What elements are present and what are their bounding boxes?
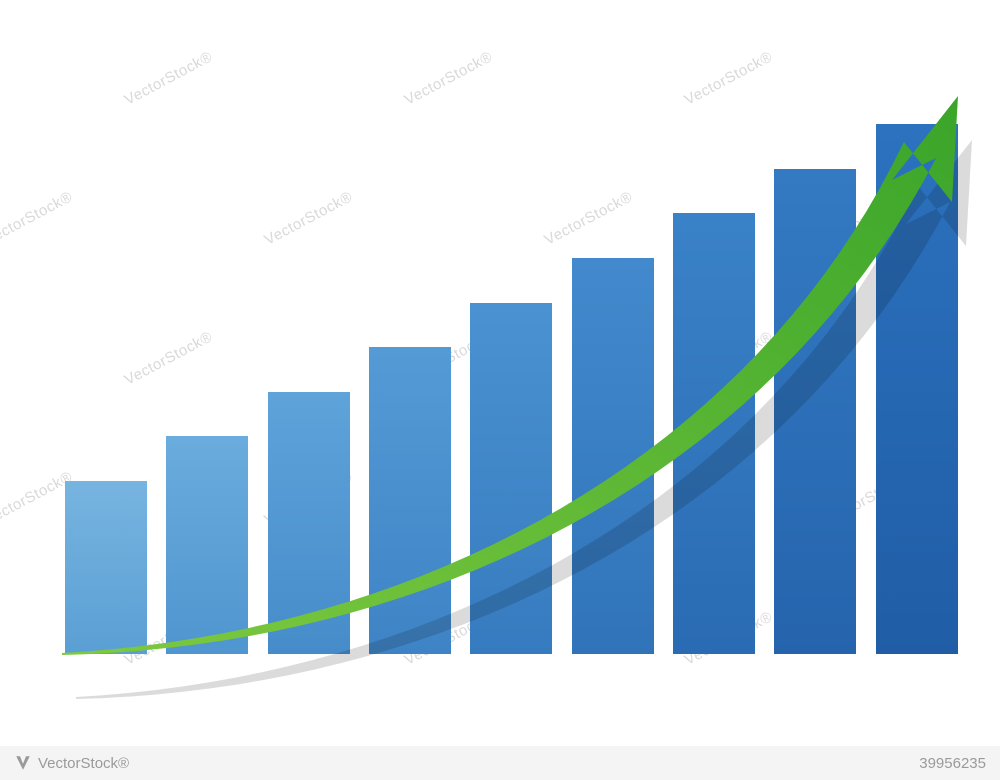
bar bbox=[774, 169, 856, 654]
watermark-text: VectorStock® bbox=[262, 188, 356, 249]
bar bbox=[572, 258, 654, 654]
watermark-text: VectorStock® bbox=[0, 188, 75, 249]
watermark-text: VectorStock® bbox=[542, 188, 636, 249]
footer-logo: VectorStock® bbox=[14, 754, 129, 772]
bar bbox=[65, 481, 147, 654]
watermark-text: VectorStock® bbox=[122, 48, 216, 109]
watermark-text: VectorStock® bbox=[682, 48, 776, 109]
vectorstock-logo-icon bbox=[14, 754, 32, 772]
bar bbox=[470, 303, 552, 654]
bar bbox=[673, 213, 755, 654]
watermark-text: VectorStock® bbox=[402, 48, 496, 109]
bar bbox=[369, 347, 451, 654]
growth-bar-chart: VectorStock®VectorStock®VectorStock®Vect… bbox=[0, 0, 1000, 780]
footer-bar: VectorStock® 39956235 bbox=[0, 746, 1000, 780]
bar bbox=[876, 124, 958, 654]
watermark-text: VectorStock® bbox=[122, 328, 216, 389]
bar bbox=[268, 392, 350, 654]
footer-image-id: 39956235 bbox=[919, 755, 986, 772]
footer-logo-text: VectorStock® bbox=[38, 755, 129, 772]
bar bbox=[166, 436, 248, 654]
